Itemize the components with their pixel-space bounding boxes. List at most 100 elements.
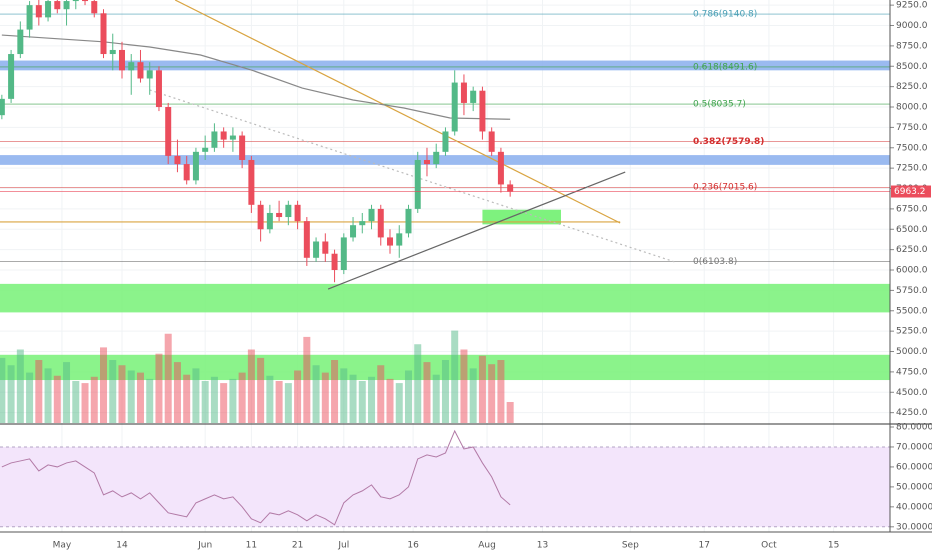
last-price-tag (891, 185, 931, 198)
volume-bar (340, 368, 348, 423)
candle-body (82, 0, 89, 2)
candle-body (377, 208, 384, 238)
y-tick-label: 7250.0 (896, 164, 928, 174)
trend-line (149, 89, 676, 263)
candle-body (202, 147, 209, 152)
volume-bar (0, 357, 6, 423)
candle-body (359, 221, 366, 226)
y-tick-label: 4500.0 (896, 388, 928, 398)
x-tick-label: Sep (622, 541, 639, 550)
x-tick-label: 21 (292, 541, 303, 550)
volume-bar (127, 370, 135, 423)
x-tick-label: 13 (537, 541, 548, 550)
candle-body (257, 204, 264, 230)
volume-bar (192, 368, 200, 423)
candle-body (340, 237, 347, 271)
y-tick-label: 5000.0 (896, 347, 928, 357)
candle-body (146, 70, 153, 79)
volume-bar (377, 365, 385, 423)
volume-bar (432, 374, 440, 423)
volume-bar (284, 383, 292, 423)
candle-body (423, 159, 430, 165)
volume-bar (53, 375, 61, 423)
x-tick-label: 15 (828, 541, 839, 550)
volume-bar (155, 353, 163, 423)
volume-bar (460, 349, 468, 423)
candle-body (211, 131, 218, 148)
zone-band (0, 155, 890, 165)
volume-bar (81, 383, 89, 423)
fib-label: 0(6103.8) (693, 257, 737, 267)
candle-body (239, 135, 246, 160)
x-tick-label: 17 (699, 541, 710, 550)
y-tick-label: 4750.0 (896, 367, 928, 377)
candle-body (109, 49, 116, 55)
y-tick-label: 6750.0 (896, 204, 928, 214)
rsi-line (1, 429, 511, 526)
candle-body (470, 90, 477, 103)
candle-body (460, 82, 467, 103)
volume-bar (303, 336, 311, 423)
candle-body (26, 5, 33, 30)
candle-body (248, 159, 255, 205)
x-tick-label: 14 (116, 541, 128, 550)
x-tick-label: 11 (246, 541, 257, 550)
volume-bar (100, 347, 108, 423)
volume-bar (90, 376, 98, 423)
y-tick-label: 7750.0 (896, 123, 928, 133)
rsi-tick-label: 30.0000 (896, 522, 932, 532)
x-tick-label: May (53, 541, 72, 550)
volume-bar (247, 349, 255, 423)
candle-body (488, 131, 495, 152)
volume-bar (210, 376, 218, 423)
candle-body (0, 98, 5, 116)
candle-body (118, 49, 125, 71)
volume-bar (266, 375, 274, 423)
volume-bar (312, 365, 320, 423)
volume-bar (386, 378, 394, 423)
candle-body (387, 237, 394, 246)
moving-average (1, 34, 511, 120)
fib-label: 0.786(9140.8) (693, 10, 757, 20)
volume-bar (220, 383, 228, 423)
zone-band (0, 60, 890, 71)
volume-bar (404, 370, 412, 423)
candle-body (192, 151, 199, 181)
candle-body (183, 164, 190, 181)
candle-body (303, 221, 310, 258)
candle-body (405, 208, 412, 234)
volume-bar (44, 368, 52, 423)
zone-band (0, 283, 890, 313)
candle-body (479, 90, 486, 132)
volume-bar (414, 344, 422, 423)
volume-bar (395, 383, 403, 423)
volume-bar (164, 333, 172, 423)
volume-bar (441, 360, 449, 423)
candle-body (45, 1, 52, 18)
fib-label: 0.236(7015.6) (693, 183, 757, 193)
volume-bar (358, 381, 366, 423)
volume-bar (331, 360, 339, 423)
volume-bar (173, 362, 181, 423)
volume-bar (506, 402, 514, 423)
volume-bar (7, 365, 15, 423)
volume-bar (146, 378, 154, 423)
candle-body (266, 212, 273, 230)
volume-bar (16, 349, 24, 423)
volume-bar (497, 360, 505, 423)
candle-body (137, 62, 144, 79)
x-tick-label: 16 (407, 541, 419, 550)
volume-bar (35, 360, 43, 423)
y-tick-label: 6500.0 (896, 225, 928, 235)
trend-line (174, 0, 621, 224)
candle-body (331, 253, 338, 271)
candle-body (396, 233, 403, 246)
rsi-band (0, 446, 890, 527)
candle-body (100, 13, 107, 55)
volume-bar (26, 372, 34, 423)
volume-bar (349, 374, 357, 423)
last-price-label: 6963.2 (894, 187, 926, 197)
y-tick-label: 8000.0 (896, 103, 928, 113)
candle-body (414, 159, 421, 209)
